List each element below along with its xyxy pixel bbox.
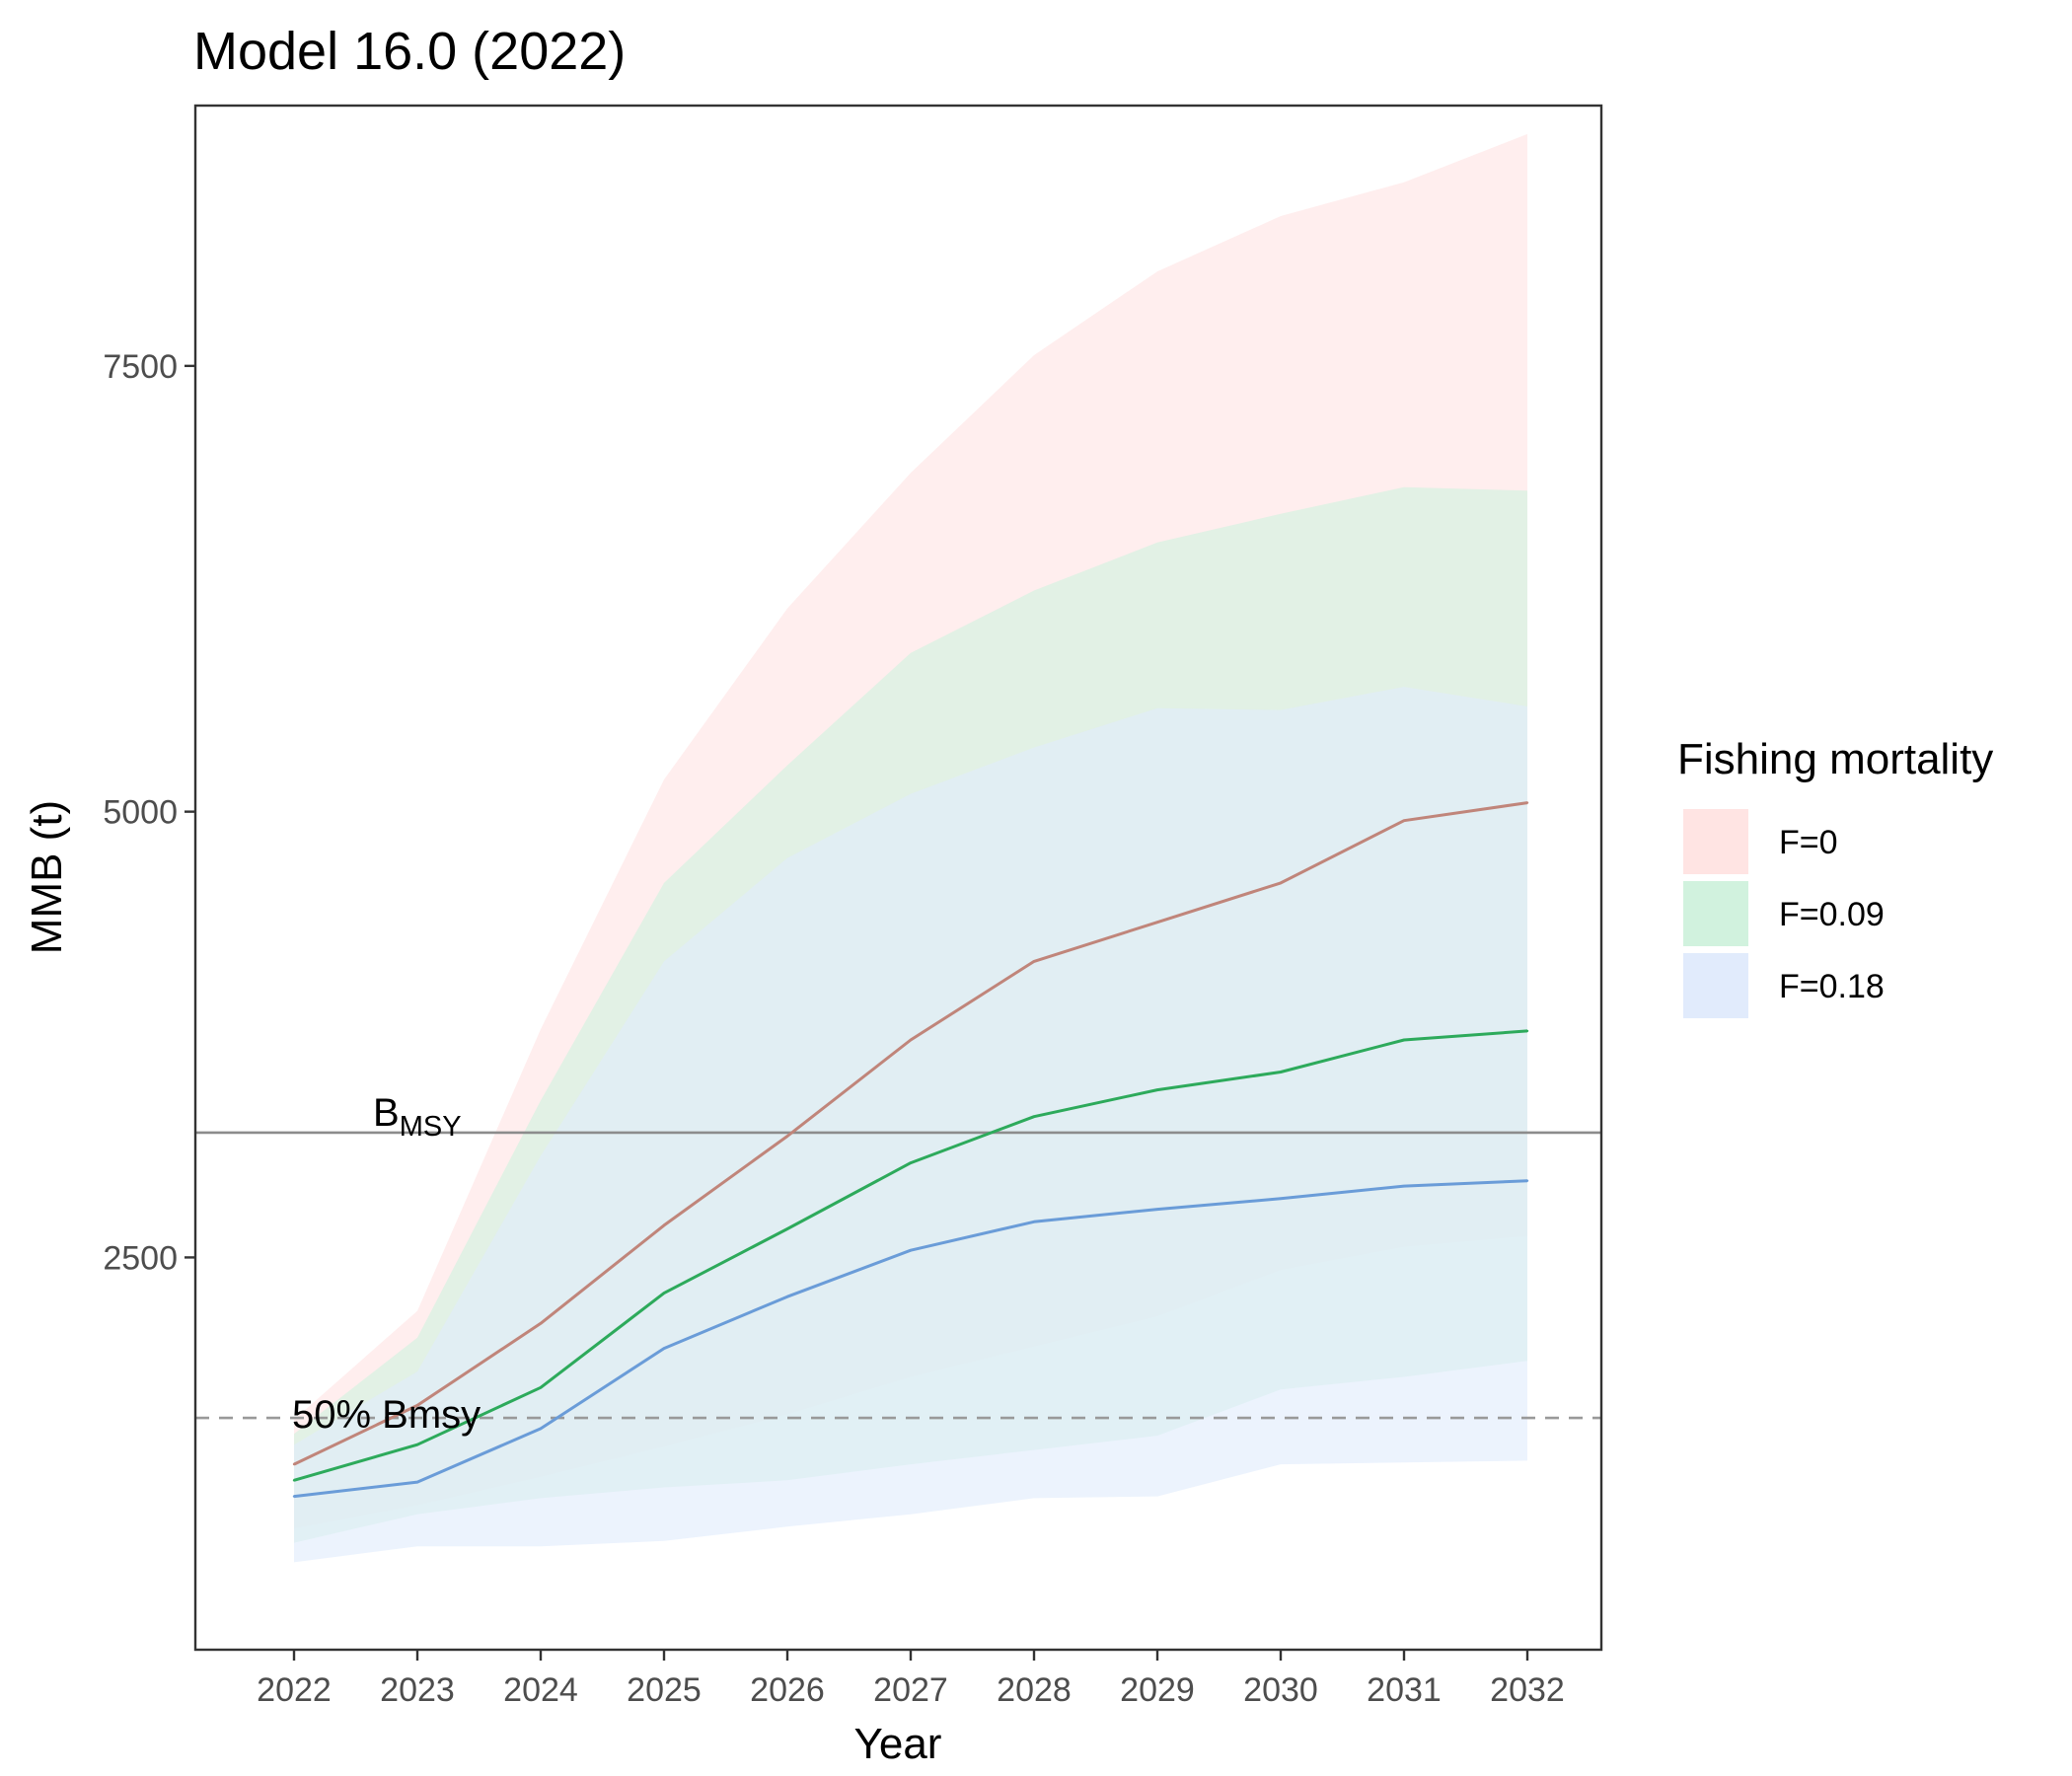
point-f-0-2022 <box>292 1462 296 1466</box>
y-tick-label-5000: 5000 <box>103 794 178 832</box>
y-tick-label-7500: 7500 <box>103 348 178 386</box>
x-tick-label-2029: 2029 <box>1120 1671 1195 1709</box>
point-f-0-2025 <box>662 1223 666 1227</box>
legend-key-f-0-18 <box>1683 953 1748 1018</box>
point-f-0-09-2023 <box>415 1443 419 1446</box>
point-f-0-18-2026 <box>785 1295 789 1298</box>
point-f-0-18-2023 <box>415 1480 419 1484</box>
chart-title: Model 16.0 (2022) <box>193 22 626 81</box>
x-tick-label-2031: 2031 <box>1367 1671 1442 1709</box>
bmsy-label-subscript: MSY <box>400 1111 462 1143</box>
x-axis-title: Year <box>854 1720 942 1768</box>
series-lines <box>292 801 1529 1499</box>
x-tick-label-2025: 2025 <box>627 1671 702 1709</box>
point-f-0-2032 <box>1525 801 1529 804</box>
reference-line-labels: BMSY 50% Bmsy <box>292 1091 481 1437</box>
legend-key-f-0-09 <box>1683 881 1748 946</box>
x-tick-label-2030: 2030 <box>1243 1671 1318 1709</box>
point-f-0-2023 <box>415 1404 419 1407</box>
point-f-0-09-2027 <box>909 1161 913 1164</box>
point-f-0-09-2031 <box>1402 1038 1406 1042</box>
legend-title: Fishing mortality <box>1677 735 1993 783</box>
reference-lines <box>195 1131 1601 1420</box>
point-f-0-18-2027 <box>909 1248 913 1252</box>
point-f-0-09-2029 <box>1155 1088 1159 1091</box>
confidence-bands <box>294 133 1527 1563</box>
x-tick-label-2028: 2028 <box>997 1671 1072 1709</box>
point-f-0-09-2026 <box>785 1227 789 1230</box>
plot-panel-border <box>193 104 1603 1652</box>
legend-label-f-0: F=0 <box>1779 824 1838 861</box>
point-f-0-18-2032 <box>1525 1179 1529 1182</box>
legend: Fishing mortality F=0 F=0.09 F=0.18 <box>1677 735 1993 1018</box>
x-tick-label-2022: 2022 <box>257 1671 332 1709</box>
point-f-0-18-2031 <box>1402 1184 1406 1188</box>
point-f-0-09-2030 <box>1279 1071 1283 1073</box>
point-f-0-18-2022 <box>292 1495 296 1498</box>
point-f-0-09-2022 <box>292 1479 296 1482</box>
x-tick-label-2024: 2024 <box>503 1671 578 1709</box>
y-tick-label-2500: 2500 <box>103 1239 178 1277</box>
point-f-0-2024 <box>539 1322 543 1325</box>
point-f-0-2029 <box>1155 921 1159 924</box>
bmsy-label: BMSY <box>373 1091 462 1143</box>
x-tick-label-2023: 2023 <box>380 1671 455 1709</box>
x-tick-label-2032: 2032 <box>1490 1671 1565 1709</box>
point-f-0-2031 <box>1402 819 1406 822</box>
legend-label-f-0-09: F=0.09 <box>1779 896 1885 933</box>
point-f-0-2030 <box>1279 881 1283 885</box>
point-f-0-09-2028 <box>1032 1115 1036 1118</box>
point-f-0-09-2024 <box>539 1386 543 1389</box>
point-f-0-18-2028 <box>1032 1221 1036 1223</box>
point-f-0-18-2024 <box>539 1427 543 1431</box>
half-bmsy-label: 50% Bmsy <box>292 1393 481 1437</box>
point-f-0-09-2025 <box>662 1292 666 1295</box>
point-f-0-2028 <box>1032 960 1036 963</box>
legend-key-f-0 <box>1683 809 1748 874</box>
x-axis: 2022 2023 2024 2025 2026 2027 2028 2029 2030 2031… <box>257 1650 1565 1709</box>
legend-label-f-0-18: F=0.18 <box>1779 968 1885 1005</box>
point-f-0-09-2032 <box>1525 1029 1529 1033</box>
y-axis: 2500 5000 7500 <box>103 348 195 1277</box>
point-f-0-18-2029 <box>1155 1208 1159 1211</box>
band-f-0-18 <box>294 687 1527 1563</box>
point-f-0-18-2025 <box>662 1347 666 1350</box>
point-f-0-18-2030 <box>1279 1197 1283 1200</box>
bmsy-label-main: B <box>373 1091 400 1135</box>
x-tick-label-2026: 2026 <box>750 1671 825 1709</box>
point-f-0-2026 <box>785 1135 789 1138</box>
x-tick-label-2027: 2027 <box>873 1671 948 1709</box>
point-f-0-2027 <box>909 1038 913 1042</box>
y-axis-title: MMB (t) <box>23 800 71 954</box>
